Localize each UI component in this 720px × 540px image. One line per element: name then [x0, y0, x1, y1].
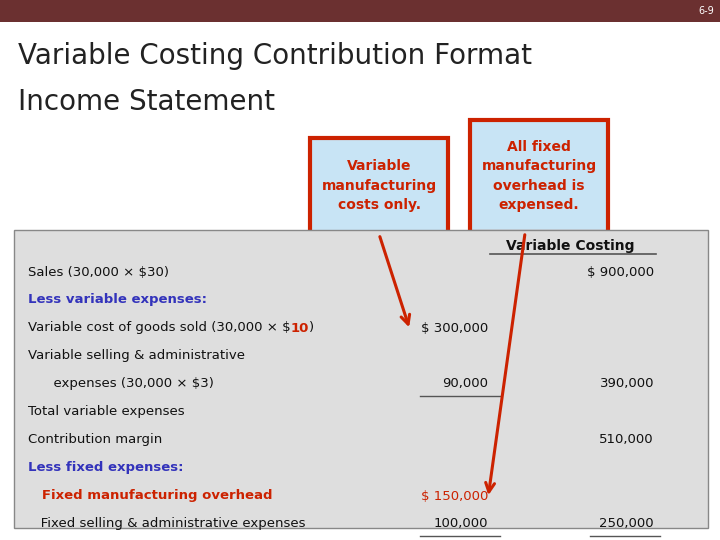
- Text: Variable cost of goods sold (30,000 × $: Variable cost of goods sold (30,000 × $: [28, 321, 291, 334]
- FancyBboxPatch shape: [310, 138, 448, 234]
- Text: Total variable expenses: Total variable expenses: [28, 406, 184, 419]
- Text: 10: 10: [291, 321, 309, 334]
- Text: Fixed manufacturing overhead: Fixed manufacturing overhead: [28, 489, 272, 503]
- Text: 6-9: 6-9: [698, 6, 714, 16]
- Bar: [14, 230, 708, 528]
- Text: Income Statement: Income Statement: [18, 88, 275, 116]
- Text: 250,000: 250,000: [599, 517, 654, 530]
- Text: Variable Costing: Variable Costing: [505, 239, 634, 253]
- Text: ): ): [309, 321, 314, 334]
- Text: Variable Costing Contribution Format: Variable Costing Contribution Format: [18, 42, 532, 70]
- Text: 390,000: 390,000: [600, 377, 654, 390]
- Text: expenses (30,000 × $3): expenses (30,000 × $3): [28, 377, 214, 390]
- Text: 90,000: 90,000: [442, 377, 488, 390]
- Text: Variable selling & administrative: Variable selling & administrative: [28, 349, 245, 362]
- Text: 100,000: 100,000: [433, 517, 488, 530]
- Text: Fixed selling & administrative expenses: Fixed selling & administrative expenses: [28, 517, 305, 530]
- Text: 510,000: 510,000: [599, 434, 654, 447]
- FancyBboxPatch shape: [470, 120, 608, 232]
- Text: Less variable expenses:: Less variable expenses:: [28, 294, 207, 307]
- Text: Contribution margin: Contribution margin: [28, 434, 162, 447]
- Text: $ 150,000: $ 150,000: [420, 489, 488, 503]
- Text: $ 300,000: $ 300,000: [420, 321, 488, 334]
- Bar: [0, 0, 720, 22]
- Text: $ 900,000: $ 900,000: [587, 266, 654, 279]
- Text: Less fixed expenses:: Less fixed expenses:: [28, 462, 184, 475]
- Text: Sales (30,000 × $30): Sales (30,000 × $30): [28, 266, 169, 279]
- Text: Variable
manufacturing
costs only.: Variable manufacturing costs only.: [321, 159, 436, 213]
- Text: All fixed
manufacturing
overhead is
expensed.: All fixed manufacturing overhead is expe…: [482, 140, 597, 212]
